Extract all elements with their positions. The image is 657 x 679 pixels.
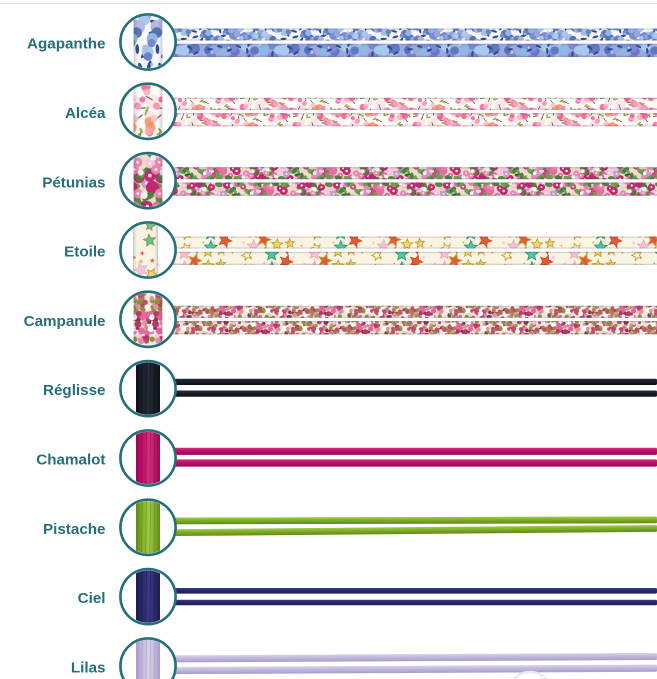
svg-text:Campanule: Campanule: [24, 313, 106, 330]
svg-text:Chamalot: Chamalot: [36, 452, 105, 469]
svg-text:Etoile: Etoile: [64, 244, 105, 261]
svg-text:Alcéa: Alcéa: [65, 105, 106, 122]
svg-text:Pistache: Pistache: [43, 521, 105, 538]
svg-text:Ciel: Ciel: [78, 590, 106, 607]
svg-text:Pétunias: Pétunias: [42, 174, 105, 191]
svg-text:Lilas: Lilas: [71, 660, 106, 677]
svg-text:Réglisse: Réglisse: [43, 382, 105, 399]
svg-text:Agapanthe: Agapanthe: [27, 36, 105, 53]
